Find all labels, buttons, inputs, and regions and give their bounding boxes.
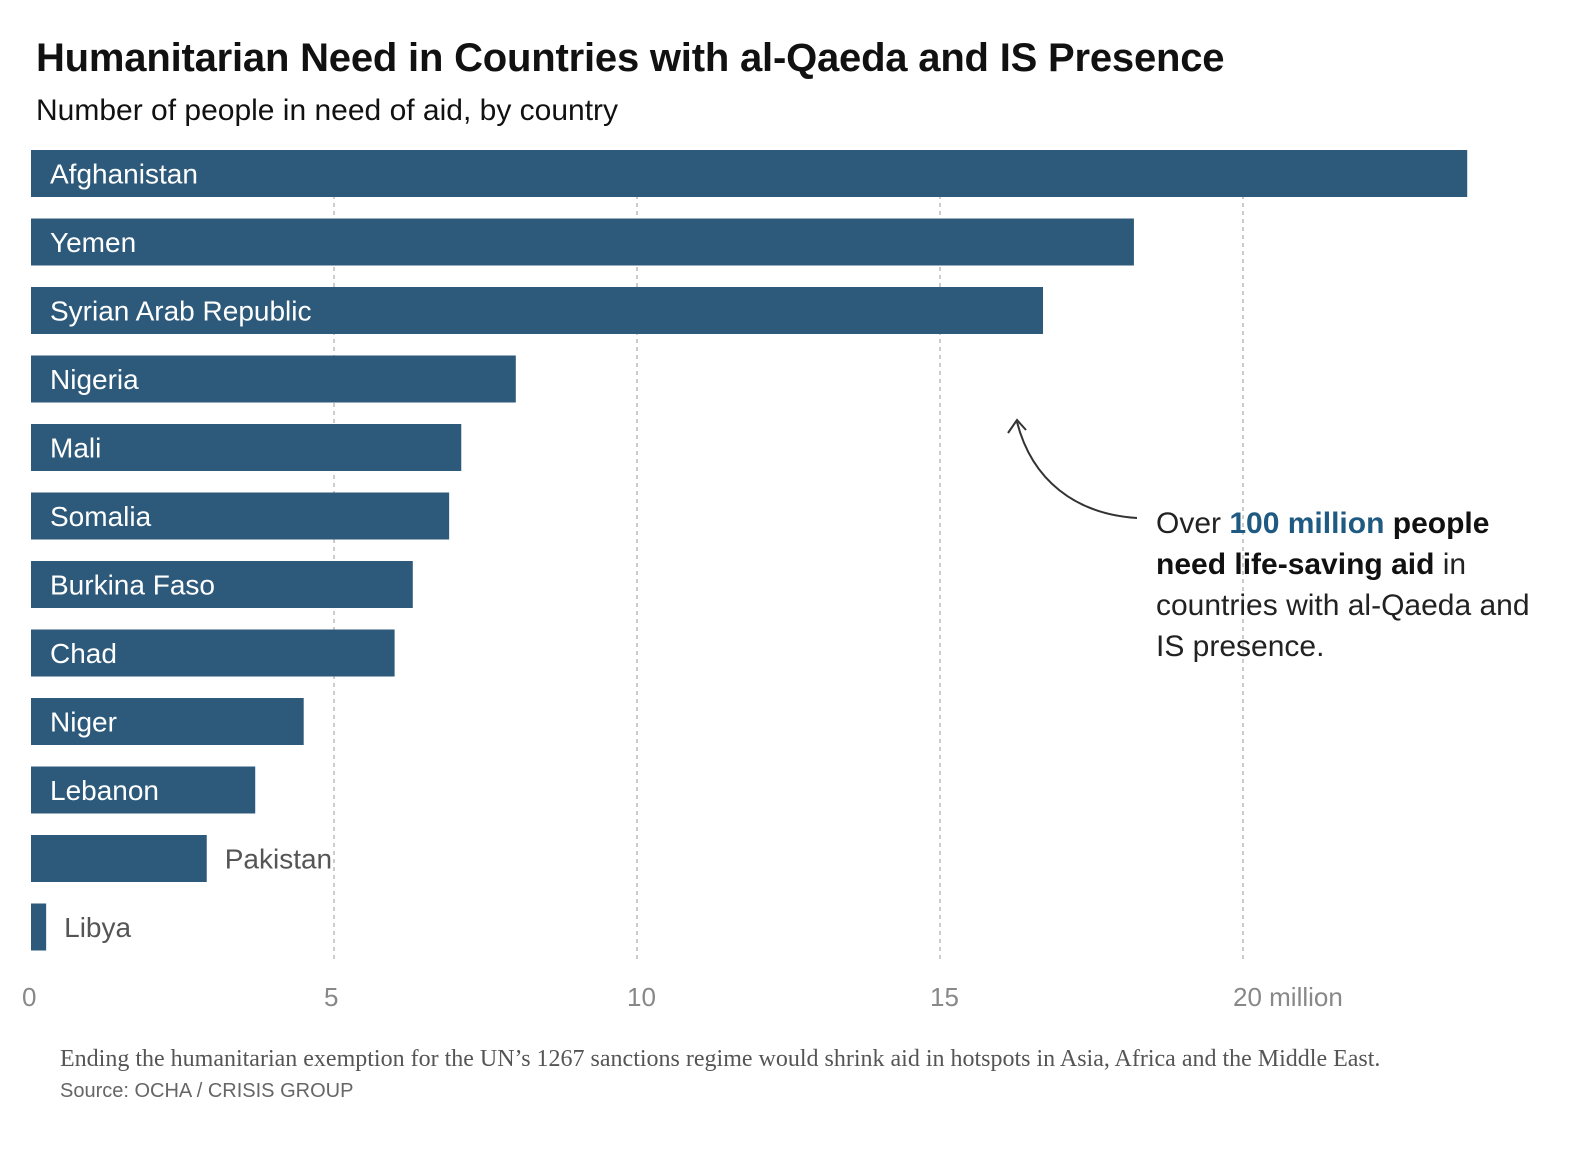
annotation-part: Over bbox=[1156, 507, 1230, 540]
x-axis-ticks: 0 5 10 15 20 million bbox=[22, 982, 1343, 1012]
chart-source: Source: OCHA / CRISIS GROUP bbox=[60, 1080, 354, 1102]
annotation-arrow-head bbox=[1007, 418, 1027, 434]
bar-label: Burkina Faso bbox=[50, 570, 215, 601]
bar-chart: Afghanistan Yemen Syrian Arab Republic Nige… bbox=[22, 150, 1468, 1012]
annotation-arrow bbox=[1007, 418, 1138, 519]
bar bbox=[31, 355, 516, 403]
bar-label: Lebanon bbox=[50, 775, 159, 806]
annotation: Over 100 million people need life-saving… bbox=[1156, 503, 1556, 667]
bar bbox=[31, 903, 47, 951]
bar bbox=[31, 561, 413, 608]
annotation-bold: people need life-saving aid bbox=[1156, 507, 1490, 581]
bar-labels: Afghanistan Yemen Syrian Arab Republic Nige… bbox=[50, 159, 332, 944]
x-tick-label: 5 bbox=[324, 982, 338, 1012]
bar bbox=[31, 629, 395, 677]
bar bbox=[31, 150, 1468, 197]
bar-label: Yemen bbox=[50, 227, 136, 258]
annotation-highlight: 100 million bbox=[1229, 507, 1385, 540]
chart-caption: Ending the humanitarian exemption for th… bbox=[60, 1046, 1381, 1072]
bar-label: Mali bbox=[50, 433, 101, 464]
bar-label: Nigeria bbox=[50, 364, 139, 395]
bar bbox=[31, 698, 304, 745]
bar bbox=[31, 835, 207, 882]
bar-label: Afghanistan bbox=[50, 159, 198, 190]
x-tick-label: 0 bbox=[22, 982, 36, 1012]
chart-title: Humanitarian Need in Countries with al-Q… bbox=[36, 36, 1225, 80]
bar bbox=[31, 287, 1044, 334]
bar-label: Pakistan bbox=[225, 844, 332, 875]
bars bbox=[31, 150, 1468, 951]
x-tick-label: 20 million bbox=[1233, 982, 1343, 1012]
bar bbox=[31, 218, 1134, 266]
bar bbox=[31, 492, 450, 540]
bar-label: Syrian Arab Republic bbox=[50, 296, 311, 327]
x-tick-label: 15 bbox=[930, 982, 959, 1012]
bar-label: Chad bbox=[50, 638, 117, 669]
bar bbox=[31, 766, 256, 814]
annotation-part: in countries with al-Qaeda and IS presen… bbox=[1156, 548, 1530, 663]
bar-label: Libya bbox=[64, 912, 131, 943]
annotation-arrow-line bbox=[1016, 421, 1138, 519]
bar-label: Niger bbox=[50, 707, 117, 738]
x-tick-label: 10 bbox=[627, 982, 656, 1012]
bar-label: Somalia bbox=[50, 501, 152, 532]
bar bbox=[31, 424, 462, 471]
chart-subtitle: Number of people in need of aid, by coun… bbox=[36, 94, 619, 127]
